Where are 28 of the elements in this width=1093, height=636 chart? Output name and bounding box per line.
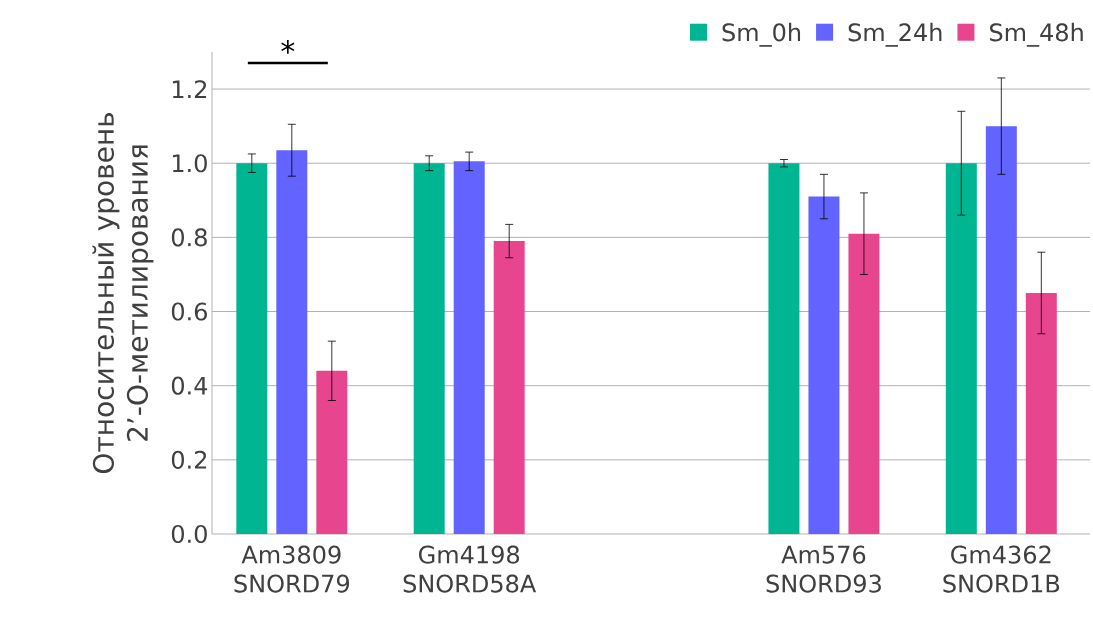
bar — [1025, 292, 1057, 534]
y-tick-label: 0.6 — [171, 302, 207, 321]
x-tick-label: Am3809 SNORD79 — [234, 545, 350, 593]
legend-label: Sm_0h — [722, 22, 801, 47]
bar — [985, 126, 1017, 534]
annotation: * — [281, 39, 295, 54]
bar — [276, 150, 308, 534]
y-axis-title: Относительный уровень 2’-О-метилирования — [92, 112, 154, 474]
y-tick-label: 0.8 — [171, 228, 207, 247]
bar — [808, 196, 840, 534]
bar — [453, 161, 485, 534]
bar — [848, 233, 880, 534]
legend-label: Sm_24h — [848, 22, 942, 47]
x-tick-label: Gm4198 SNORD58A — [403, 545, 537, 593]
x-tick-label: Am576 SNORD93 — [766, 545, 881, 593]
y-tick-label: 0.2 — [171, 450, 207, 469]
bar — [768, 163, 800, 534]
bar — [493, 241, 525, 534]
y-tick-label: 1.2 — [172, 80, 207, 98]
legend-label: Sm_48h — [990, 22, 1083, 47]
bar — [413, 163, 445, 534]
y-tick-label: 0.0 — [171, 524, 207, 544]
x-tick-label: Gm4362 SNORD1B — [943, 545, 1060, 593]
y-tick-label: 1.0 — [172, 154, 207, 173]
bar — [236, 163, 268, 534]
y-tick-label: 0.4 — [171, 376, 208, 395]
bar — [316, 370, 348, 534]
bar — [945, 163, 977, 534]
